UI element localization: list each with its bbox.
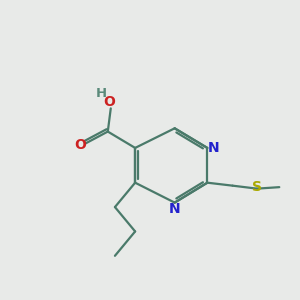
Text: O: O [74,138,86,152]
Text: N: N [169,202,181,216]
Text: O: O [103,95,115,109]
Text: S: S [252,180,262,194]
Text: N: N [208,141,220,155]
Text: H: H [95,87,106,100]
